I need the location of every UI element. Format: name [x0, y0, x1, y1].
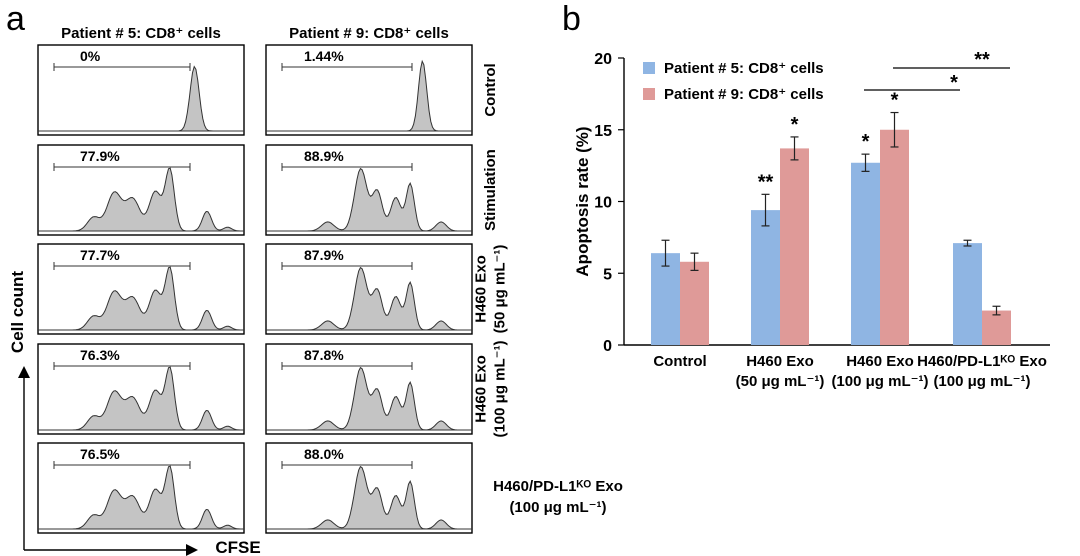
x-axis-arrowhead [186, 544, 198, 556]
row-label-line: (100 μg mL⁻¹) [492, 340, 509, 437]
y-axis-title: Apoptosis rate (%) [573, 126, 592, 276]
significance-star: * [891, 90, 899, 112]
bar [780, 148, 809, 345]
gate-percentage: 76.3% [80, 347, 120, 363]
column-title: Patient # 5: CD8⁺ cells [61, 25, 221, 42]
x-category-label: H460 Exo [846, 353, 914, 370]
bar [851, 162, 880, 345]
gate-percentage: 0% [80, 48, 101, 64]
comparison-label: * [950, 72, 958, 94]
gate-percentage: 77.9% [80, 148, 120, 164]
row-label-line: Control [482, 63, 499, 116]
panel-b-bar-chart: 0 5 10 15 20 Apoptosis rate (%) Control H460 Ex… [573, 49, 1050, 390]
histogram-box [37, 44, 245, 136]
y-axis-arrowhead [18, 366, 30, 378]
row-label: H460 Exo (100 μg mL⁻¹) [473, 340, 509, 437]
y-axis-title: Cell count [8, 271, 27, 354]
panel-label-a: a [6, 0, 25, 38]
row-label-line: H460 Exo [473, 355, 490, 423]
gate-percentage: 87.8% [304, 347, 344, 363]
y-tick-label: 15 [594, 123, 612, 140]
bar [751, 210, 780, 345]
panel-label-b: b [562, 0, 581, 38]
histogram-curve [266, 366, 472, 431]
y-tick-label: 0 [603, 338, 612, 355]
x-category-label: Control [653, 353, 706, 370]
histogram-box [265, 44, 473, 136]
legend-swatch [643, 88, 655, 100]
significance-star: ** [758, 171, 774, 193]
bar [651, 253, 680, 345]
gate-percentage: 77.7% [80, 247, 120, 263]
bar [680, 261, 709, 345]
x-category-label: (100 μg mL⁻¹) [831, 373, 928, 390]
x-category-label: (100 μg mL⁻¹) [933, 373, 1030, 390]
row-label-line: Stimulation [482, 149, 499, 231]
significance-star: * [862, 131, 870, 153]
y-tick-label: 10 [594, 195, 612, 212]
row-label-line: H460 Exo [473, 255, 490, 323]
x-category-label: (50 μg mL⁻¹) [736, 373, 825, 390]
column-title: Patient # 9: CD8⁺ cells [289, 25, 449, 42]
row-label-line: (100 μg mL⁻¹) [509, 499, 606, 516]
gate-percentage: 87.9% [304, 247, 344, 263]
histogram-curve [38, 167, 244, 232]
histogram-curve [266, 59, 472, 132]
bar [880, 129, 909, 345]
bar [982, 310, 1011, 345]
gate-percentage: 1.44% [304, 48, 344, 64]
row-label-line: H460/PD-L1ᴷᴼ Exo [493, 478, 623, 495]
panel-a-histograms: Patient # 5: CD8⁺ cells Patient # 9: CD8⁺… [8, 25, 623, 556]
comparison-label: ** [974, 49, 990, 71]
histogram-curve [38, 366, 244, 431]
gate-percentage: 76.5% [80, 446, 120, 462]
gate-percentage: 88.0% [304, 446, 344, 462]
bar [953, 243, 982, 345]
legend-swatch [643, 62, 655, 74]
y-tick-label: 20 [594, 51, 612, 68]
row-label-line: (50 μg mL⁻¹) [492, 245, 509, 334]
row-label: H460 Exo (50 μg mL⁻¹) [473, 245, 509, 334]
x-category-label: H460/PD-L1ᴷᴼ Exo [917, 353, 1047, 370]
histogram-curve [38, 266, 244, 331]
legend-label: Patient # 9: CD8⁺ cells [664, 86, 824, 103]
row-label: Control [482, 63, 499, 116]
x-category-label: H460 Exo [746, 353, 814, 370]
histogram-curve [38, 465, 244, 530]
histogram-curve [266, 266, 472, 331]
significance-star: * [791, 114, 799, 136]
legend-label: Patient # 5: CD8⁺ cells [664, 60, 824, 77]
histogram-curve [38, 65, 244, 132]
row-label: Stimulation [482, 149, 499, 231]
histogram-curve [266, 465, 472, 530]
histogram-curve [266, 167, 472, 232]
y-tick-label: 5 [603, 266, 612, 283]
gate-percentage: 88.9% [304, 148, 344, 164]
x-axis-title: CFSE [215, 538, 260, 556]
